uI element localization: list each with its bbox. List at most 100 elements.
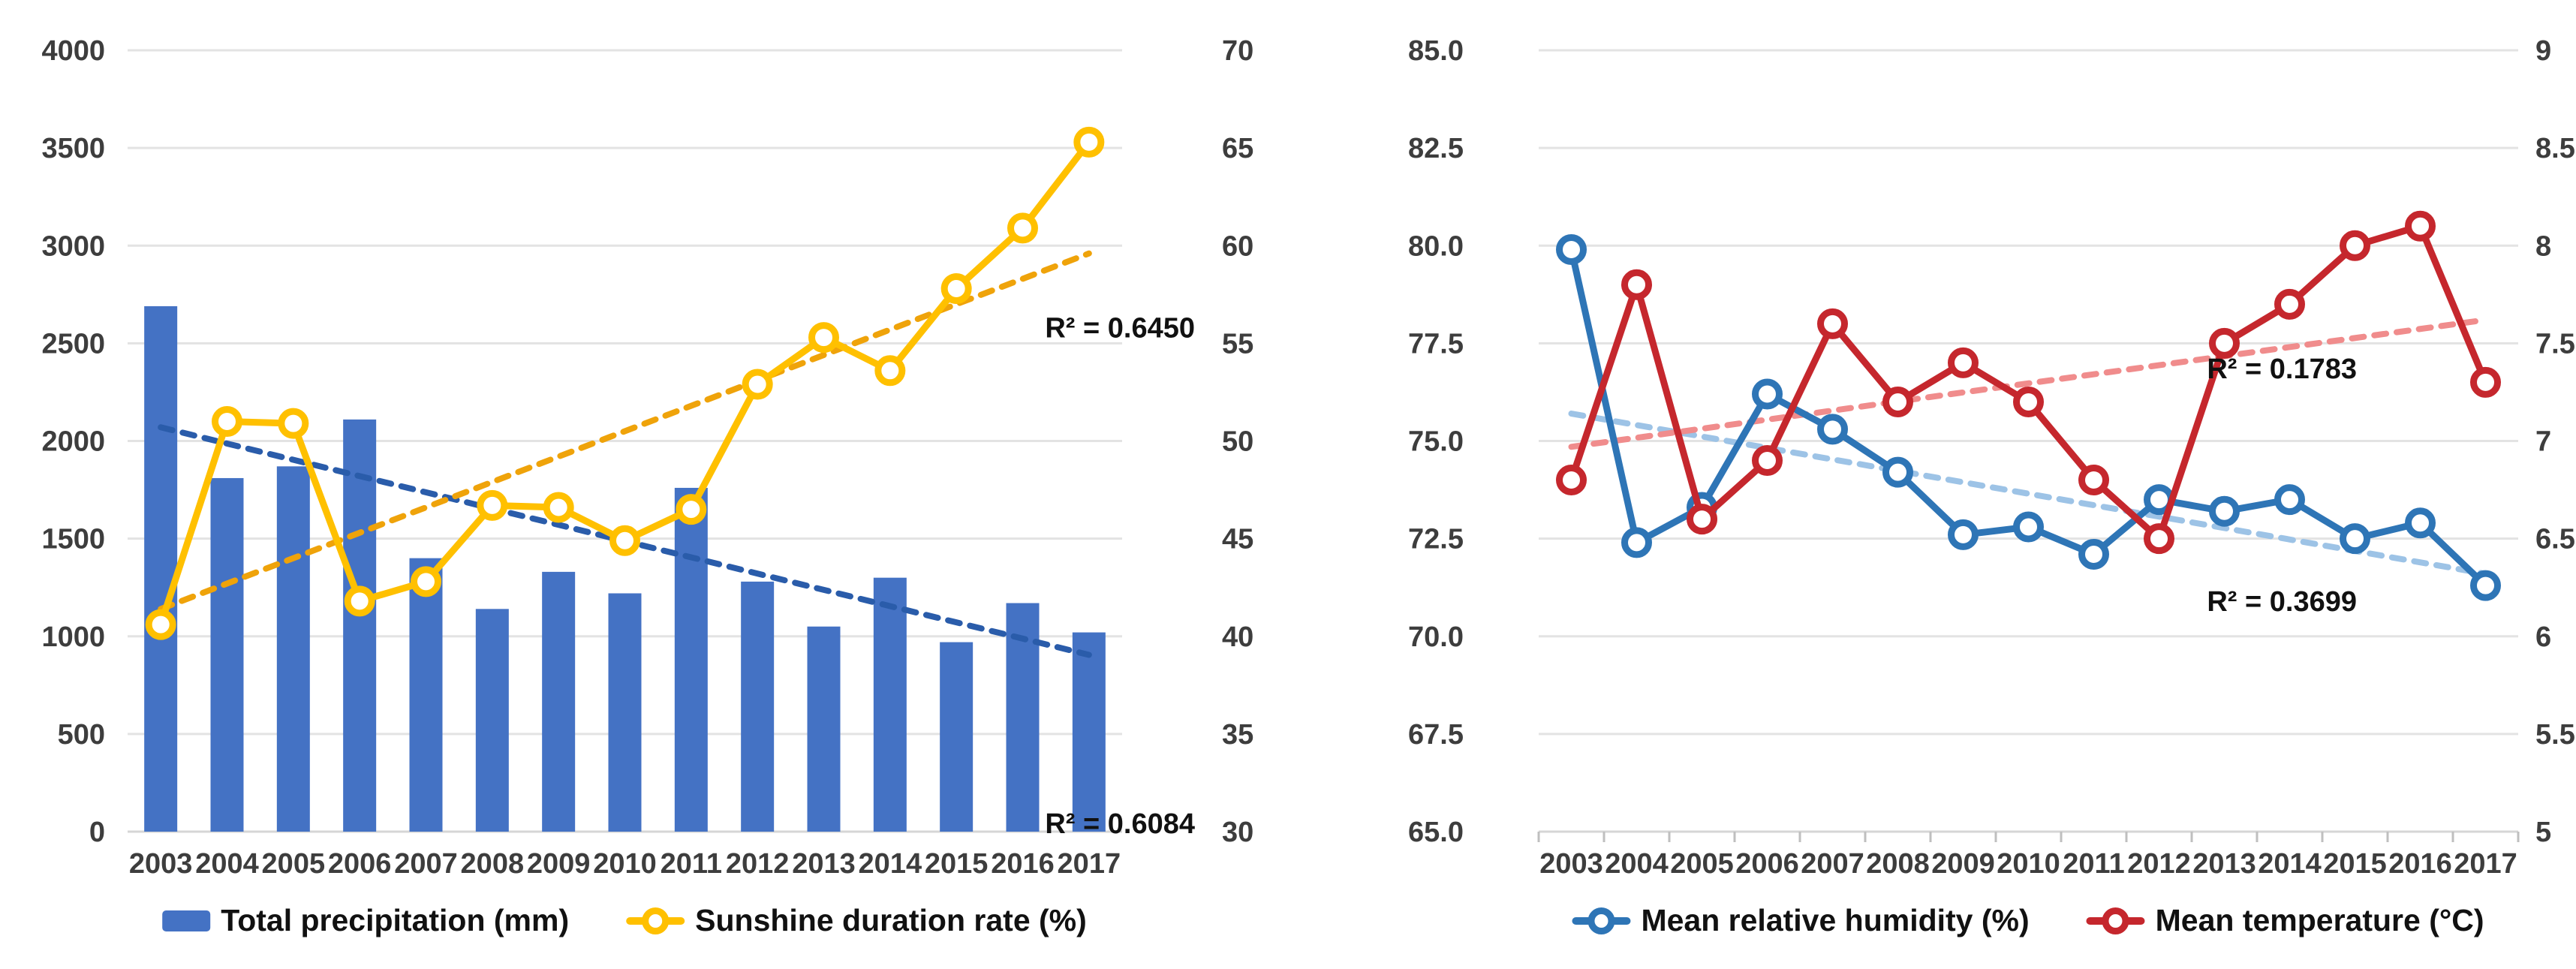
left-axis-tick-label: 1000 — [41, 621, 105, 653]
trendline — [1568, 317, 2489, 450]
data-point-2011 — [2078, 465, 2109, 496]
bar-2017 — [1072, 632, 1106, 832]
data-point-2013 — [808, 322, 839, 354]
data-point-2017 — [1073, 126, 1105, 158]
bar-2005 — [276, 466, 310, 832]
data-point-2005 — [278, 408, 309, 439]
data-point-2015 — [2340, 230, 2370, 261]
data-point-2010 — [2013, 386, 2044, 417]
x-axis-year-label: 2015 — [925, 848, 989, 880]
right-axis-tick-label: 35 — [1222, 719, 1253, 751]
sunshine-marker-icon — [642, 907, 670, 934]
left-axis-tick-label: 3000 — [41, 230, 105, 262]
precipitation-bar-swatch — [162, 910, 211, 931]
data-point-2003 — [1556, 233, 1587, 265]
left-axis-tick-label: 82.5 — [1408, 133, 1464, 164]
x-axis-year-label: 2014 — [2258, 848, 2322, 880]
r2-label: R² = 0.6084 — [1045, 808, 1195, 840]
x-axis-year-label: 2012 — [726, 848, 790, 880]
r2-label: R² = 0.6450 — [1045, 313, 1195, 345]
left-axis-tick-label: 80.0 — [1408, 230, 1464, 262]
data-point-2012 — [742, 369, 773, 400]
data-point-2009 — [1948, 519, 1979, 550]
data-point-2007 — [1817, 308, 1848, 339]
data-point-2009 — [543, 492, 574, 523]
data-point-2007 — [1817, 414, 1848, 445]
right-axis-tick-label: 7.5 — [2535, 328, 2575, 360]
data-point-2010 — [2013, 511, 2044, 543]
x-axis-year-label: 2007 — [394, 848, 458, 880]
right-axis-tick-label: 40 — [1222, 621, 1253, 653]
data-point-2004 — [1621, 269, 1652, 300]
right-axis-tick-label: 6 — [2535, 621, 2551, 653]
r2-label: R² = 0.1783 — [2207, 354, 2357, 385]
data-point-2010 — [609, 525, 640, 556]
x-axis-year-label: 2008 — [461, 848, 525, 880]
x-axis-year-label: 2009 — [1931, 848, 1995, 880]
data-point-2016 — [2405, 507, 2436, 539]
temperature-line-swatch — [2086, 907, 2145, 934]
left-axis-tick-label: 67.5 — [1408, 719, 1464, 751]
right-axis-tick-label: 8.5 — [2535, 133, 2575, 164]
legend-item-temperature: Mean temperature (°C) — [2086, 903, 2484, 938]
right-axis-tick-label: 45 — [1222, 524, 1253, 555]
right-axis-tick-label: 9 — [2535, 35, 2551, 67]
temperature-marker-icon — [2102, 907, 2129, 934]
legend-label-temperature: Mean temperature (°C) — [2155, 903, 2484, 937]
right-axis-tick-label: 70 — [1222, 35, 1253, 67]
data-point-2016 — [1007, 212, 1038, 244]
bar-2015 — [940, 642, 974, 832]
left-axis-tick-label: 0 — [89, 817, 105, 848]
x-axis-year-label: 2007 — [1801, 848, 1864, 880]
right-axis-tick-label: 5.5 — [2535, 719, 2575, 751]
left-axis-tick-label: 77.5 — [1408, 328, 1464, 360]
x-axis-year-label: 2013 — [792, 848, 856, 880]
legend-label-humidity: Mean relative humidity (%) — [1641, 903, 2030, 937]
trendline — [1568, 411, 2489, 577]
humidity-line-swatch — [1572, 907, 1631, 934]
x-axis-year-label: 2017 — [2454, 848, 2517, 880]
x-axis-year-label: 2011 — [661, 848, 722, 880]
bar-2011 — [674, 487, 708, 832]
bar-2014 — [873, 577, 907, 832]
data-point-2013 — [2209, 495, 2240, 527]
data-point-2011 — [676, 494, 707, 525]
right-axis-tick-label: 55 — [1222, 328, 1253, 360]
humidity-marker-icon — [1587, 907, 1615, 934]
x-axis-year-label: 2011 — [2063, 848, 2124, 880]
x-axis-year-label: 2005 — [1670, 848, 1734, 880]
data-point-2003 — [145, 609, 176, 640]
data-point-2013 — [2209, 327, 2240, 359]
data-point-2004 — [212, 405, 242, 437]
data-point-2017 — [2470, 570, 2501, 601]
x-axis-year-label: 2010 — [1997, 848, 2060, 880]
left-axis-tick-label: 65.0 — [1408, 817, 1464, 848]
left-axis-tick-label: 4000 — [41, 35, 105, 67]
legend-precipitation-sunshine: Total precipitation (mm) Sunshine durati… — [162, 903, 1087, 938]
bar-2004 — [210, 477, 244, 832]
data-point-2008 — [1882, 456, 1913, 488]
x-axis-year-label: 2004 — [1605, 848, 1669, 880]
trendline — [158, 250, 1092, 612]
bar-2008 — [475, 609, 509, 832]
bar-2006 — [343, 419, 377, 832]
x-axis-year-label: 2009 — [527, 848, 591, 880]
data-point-2006 — [1752, 378, 1783, 410]
x-axis-year-label: 2013 — [2192, 848, 2256, 880]
data-point-2005 — [1687, 504, 1717, 535]
bar-2013 — [807, 626, 841, 832]
data-point-2014 — [874, 355, 906, 387]
data-point-2014 — [2274, 484, 2305, 516]
x-axis-year-label: 2012 — [2127, 848, 2191, 880]
x-axis-year-label: 2016 — [991, 848, 1055, 880]
right-axis-tick-label: 60 — [1222, 230, 1253, 262]
left-axis-tick-label: 1500 — [41, 524, 105, 555]
bar-2012 — [741, 581, 775, 832]
data-point-2007 — [411, 566, 441, 597]
bar-2007 — [409, 558, 443, 832]
data-point-2015 — [940, 273, 972, 305]
left-axis-tick-label: 500 — [58, 719, 105, 751]
data-point-2004 — [1621, 527, 1652, 558]
left-axis-tick-label: 70.0 — [1408, 621, 1464, 653]
